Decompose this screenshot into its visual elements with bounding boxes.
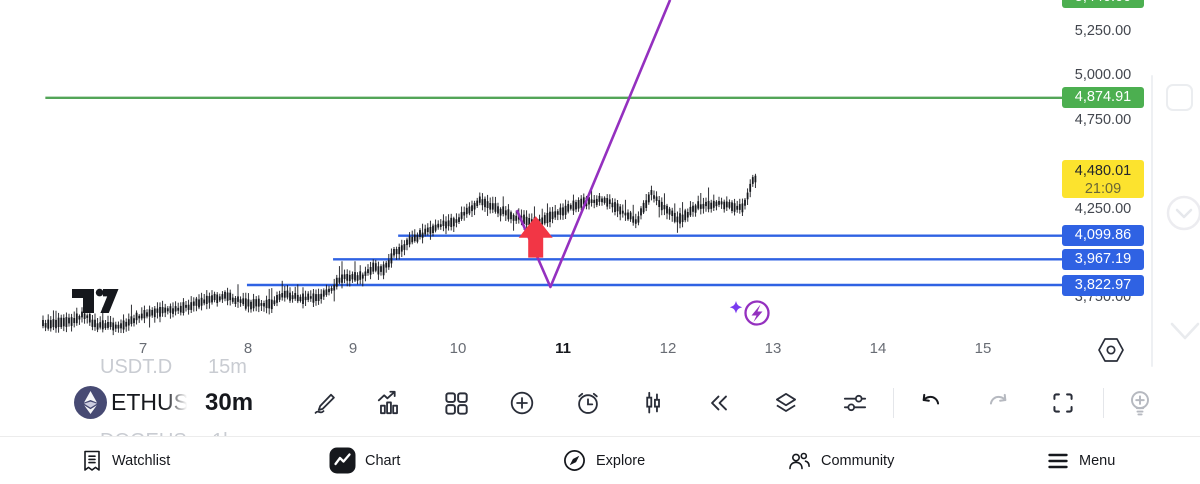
toolbar-divider	[893, 388, 894, 418]
explore-icon	[564, 450, 585, 471]
undo-icon[interactable]	[915, 387, 947, 419]
ghost-chevron-button[interactable]	[1164, 312, 1200, 352]
picker-symbol: USDT.D	[100, 355, 173, 378]
ghost-scroll-button[interactable]	[1164, 192, 1200, 236]
flash-circle-icon	[744, 300, 770, 326]
eth-logo-icon	[74, 386, 107, 419]
price-tick-label: 4,250.00	[1074, 201, 1132, 217]
time-tick-label: 12	[659, 340, 677, 357]
layers-icon[interactable]	[770, 387, 802, 419]
nav-item-menu[interactable]: Menu	[1046, 437, 1115, 484]
settings-sliders-icon[interactable]	[839, 387, 871, 419]
nav-label: Menu	[1079, 452, 1116, 469]
blue-price-label[interactable]: 3,822.97	[1062, 275, 1144, 296]
time-tick-label: 10	[449, 340, 467, 357]
tradingview-logo	[72, 288, 119, 313]
redo-icon[interactable]	[982, 387, 1014, 419]
fullscreen-icon[interactable]	[1047, 387, 1079, 419]
nav-label: Watchlist	[112, 452, 171, 469]
time-tick-label: 14	[869, 340, 887, 357]
nav-label: Community	[821, 452, 895, 469]
time-tick-label: 11	[555, 340, 571, 357]
active-symbol[interactable]: ETHUSD	[111, 389, 191, 419]
toolbar-divider	[1103, 388, 1104, 418]
bottom-nav: Watchlist Chart Explore Community	[0, 437, 1200, 484]
last-price-label[interactable]: 4,480.01 21:09	[1062, 160, 1144, 198]
time-tick-label: 15	[974, 340, 992, 357]
green-price-label[interactable]: 4,874.91	[1062, 87, 1144, 108]
time-tick-label: 7	[138, 340, 148, 357]
lightning-bolt-icon	[751, 304, 763, 322]
hexagon-settings-icon[interactable]	[1096, 336, 1126, 364]
draw-icon[interactable]	[309, 387, 341, 419]
ghost-square-button[interactable]	[1166, 84, 1193, 111]
flash-ai-button[interactable]	[726, 296, 776, 334]
picker-timeframe: 15m	[208, 355, 247, 378]
nav-item-chart[interactable]: Chart	[329, 437, 400, 484]
blue-price-label[interactable]: 3,967.19	[1062, 249, 1144, 270]
blue-price-label[interactable]: 4,099.86	[1062, 225, 1144, 246]
active-timeframe[interactable]: 30m	[205, 389, 254, 416]
price-tick-label: 5,250.00	[1074, 23, 1132, 39]
nav-label: Explore	[596, 452, 646, 469]
nav-label: Chart	[365, 452, 401, 469]
time-tick-label: 8	[243, 340, 253, 357]
time-tick-label: 9	[348, 340, 358, 357]
community-icon	[789, 452, 810, 469]
indicators-icon[interactable]	[373, 387, 405, 419]
templates-grid-icon[interactable]	[440, 387, 472, 419]
watchlist-icon	[84, 450, 100, 471]
candles-icon[interactable]	[637, 387, 669, 419]
axis-divider	[1151, 75, 1153, 367]
idea-bulb-add-icon[interactable]	[1124, 387, 1156, 419]
chart-icon	[329, 447, 356, 474]
nav-item-community[interactable]: Community	[786, 437, 894, 484]
price-tick-label: 5,000.00	[1074, 67, 1132, 83]
alert-clock-icon[interactable]	[572, 387, 604, 419]
menu-icon	[1048, 453, 1068, 468]
rewind-icon[interactable]	[703, 387, 735, 419]
green-price-label[interactable]: 5,440.00	[1062, 0, 1144, 8]
nav-item-explore[interactable]: Explore	[562, 437, 645, 484]
price-chart-canvas[interactable]	[0, 0, 1200, 372]
nav-item-watchlist[interactable]: Watchlist	[81, 437, 170, 484]
add-circle-icon[interactable]	[506, 387, 538, 419]
candlesticks	[42, 173, 757, 336]
price-tick-label: 4,750.00	[1074, 112, 1132, 128]
up-arrow-marker[interactable]	[518, 216, 553, 258]
time-tick-label: 13	[764, 340, 782, 357]
sparkle-icon	[729, 301, 743, 314]
